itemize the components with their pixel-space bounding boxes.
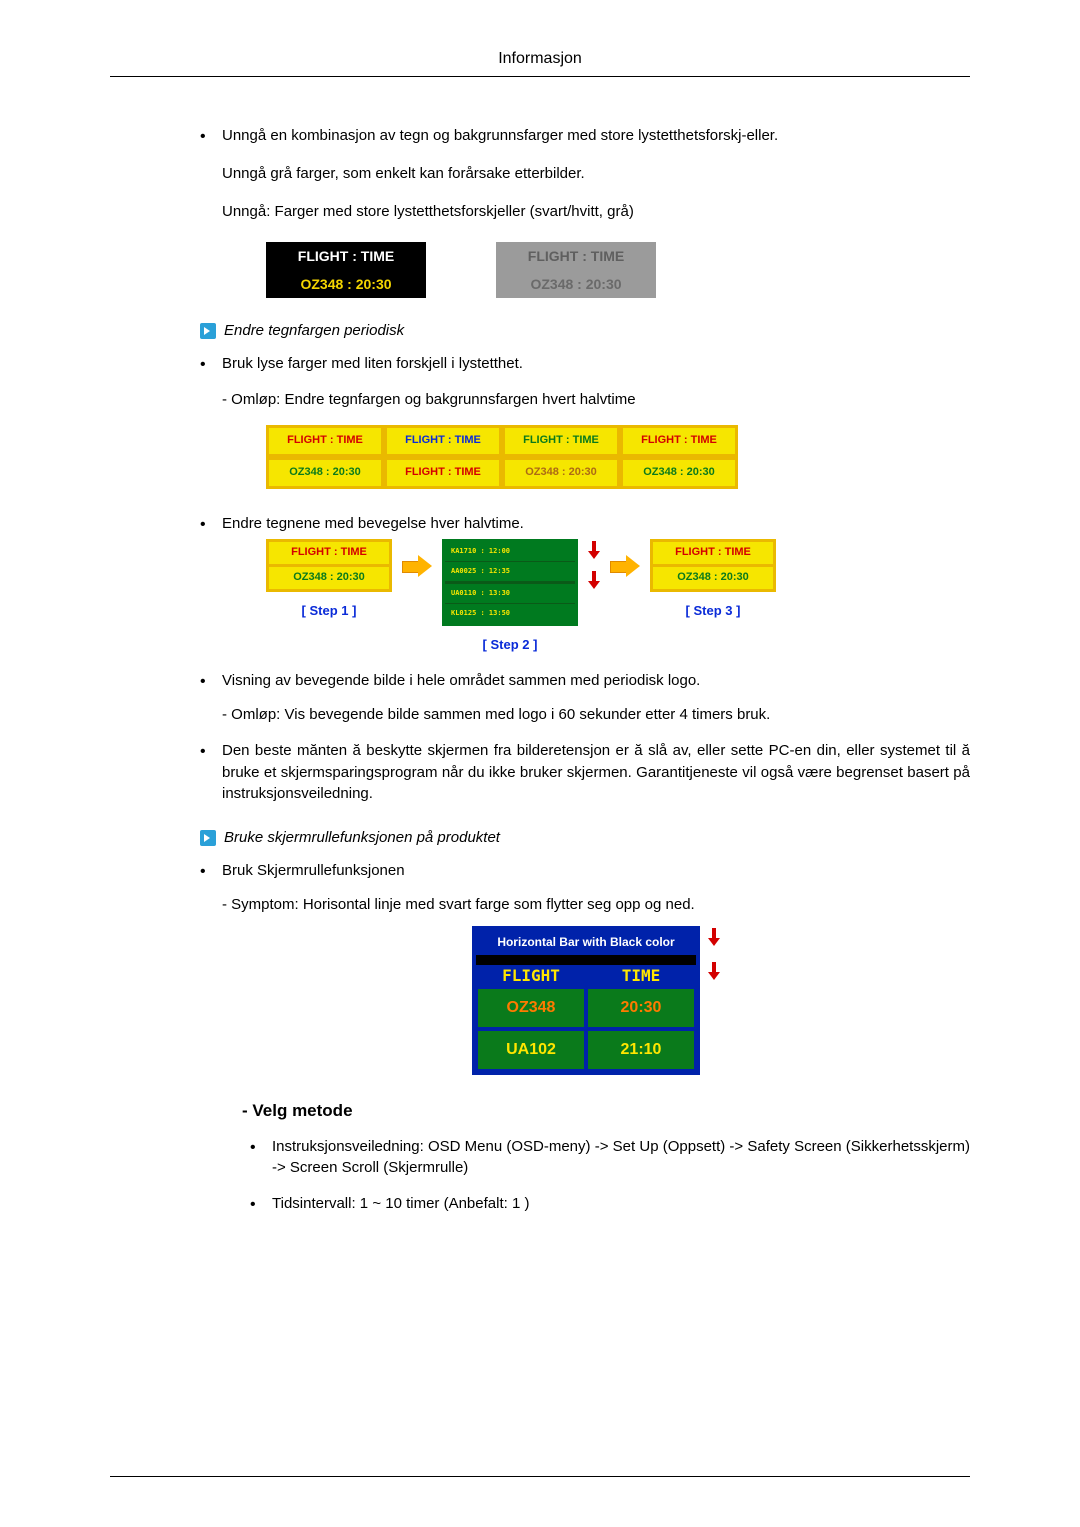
bullet-sub: Unngå grå farger, som enkelt kan forårsa… — [222, 163, 970, 185]
black-bar — [476, 955, 696, 965]
step-cell: FLIGHT : TIME — [653, 542, 773, 564]
figure-color-cycle: FLIGHT : TIMEOZ348 : 20:30FLIGHT : TIMEF… — [266, 425, 970, 489]
step-box: FLIGHT : TIME OZ348 : 20:30 — [650, 539, 776, 592]
bullet-text: Tidsintervall: 1 ~ 10 timer (Anbefalt: 1… — [272, 1195, 529, 1212]
figure-box-grey: FLIGHT : TIME OZ348 : 20:30 — [496, 242, 656, 298]
figure-cell: OZ348 : 20:30 — [266, 457, 384, 489]
sub-bullet-item: Instruksjonsveiledning: OSD Menu (OSD-me… — [240, 1136, 970, 1180]
bullet-text: Den beste mănten ă beskytte skjermen fra… — [222, 742, 970, 803]
bullet-item: Den beste mănten ă beskytte skjermen fra… — [190, 740, 970, 805]
figure-movement-steps: FLIGHT : TIME OZ348 : 20:30 [ Step 1 ] — [266, 539, 970, 655]
down-arrows — [588, 541, 600, 591]
step-label: [ Step 3 ] — [686, 602, 741, 621]
figure-horizontal-bar: Horizontal Bar with Black color FLIGHT T… — [222, 926, 970, 1075]
figure-cell: FLIGHT : TIME — [502, 425, 620, 457]
arrow-right-icon — [200, 830, 216, 846]
figure-column: FLIGHT : TIMEFLIGHT : TIME — [384, 425, 502, 489]
bullet-sub: - Symptom: Horisontal linje med svart fa… — [222, 894, 970, 916]
step-cell: OZ348 : 20:30 — [269, 567, 389, 589]
step-label: [ Step 2 ] — [483, 636, 538, 655]
table-header: FLIGHT — [476, 965, 586, 987]
footer-rule — [110, 1476, 970, 1477]
step-row: KL0125 : 13:50 — [445, 603, 575, 623]
table-cell: OZ348 — [476, 987, 586, 1029]
step-cell: OZ348 : 20:30 — [653, 567, 773, 589]
bullet-text: Bruk lyse farger med liten forskjell i l… — [222, 355, 523, 372]
figure-column: FLIGHT : TIMEOZ348 : 20:30 — [502, 425, 620, 489]
figure-step: FLIGHT : TIME OZ348 : 20:30 [ Step 3 ] — [650, 539, 776, 621]
step-row: UA0110 : 13:30 — [445, 584, 575, 603]
step-row-text: UA0110 : 13:30 — [451, 588, 510, 598]
figure-step: FLIGHT : TIME OZ348 : 20:30 [ Step 1 ] — [266, 539, 392, 621]
bullet-item: Bruk Skjermrullefunksjonen - Symptom: Ho… — [190, 860, 970, 1215]
figure-cell: OZ348 : 20:30 — [620, 457, 738, 489]
figure-box-dark: FLIGHT : TIME OZ348 : 20:30 — [266, 242, 426, 298]
arrow-right-icon — [610, 553, 640, 579]
step-label: [ Step 1 ] — [302, 602, 357, 621]
bullet-text: Instruksjonsveiledning: OSD Menu (OSD-me… — [272, 1138, 970, 1177]
bullet-text: Endre tegnene med bevegelse hver halvtim… — [222, 515, 524, 532]
bullet-item: Visning av bevegende bilde i hele område… — [190, 670, 970, 726]
arrow-down-icon — [588, 571, 600, 591]
section-heading-text: Endre tegnfargen periodisk — [224, 322, 404, 339]
step-cell: FLIGHT : TIME — [269, 542, 389, 564]
figure-row: FLIGHT : TIME — [496, 242, 656, 270]
figure-column: FLIGHT : TIMEOZ348 : 20:30 — [266, 425, 384, 489]
page-header-title: Informasjon — [110, 50, 970, 68]
step-row-text: KL0125 : 13:50 — [451, 608, 510, 618]
figure-cell: FLIGHT : TIME — [620, 425, 738, 457]
bullet-text: Visning av bevegende bilde i hele område… — [222, 672, 700, 689]
step-row: AA0025 : 12:35 — [445, 561, 575, 581]
figure-cell: FLIGHT : TIME — [266, 425, 384, 457]
arrow-down-icon — [708, 928, 720, 948]
section-heading: Endre tegnfargen periodisk — [200, 322, 970, 339]
figure-cell: OZ348 : 20:30 — [502, 457, 620, 489]
body-content: Unngå en kombinasjon av tegn og bakgrunn… — [190, 77, 970, 1215]
arrow-down-icon — [708, 962, 720, 982]
bullet-sub: - Omløp: Vis bevegende bilde sammen med … — [222, 704, 970, 726]
figure-cell: FLIGHT : TIME — [384, 457, 502, 489]
page: Informasjon Unngå en kombinasjon av tegn… — [0, 0, 1080, 1527]
table-header: TIME — [586, 965, 696, 987]
bullet-item: Endre tegnene med bevegelse hver halvtim… — [190, 513, 970, 655]
figure-cell: FLIGHT : TIME — [384, 425, 502, 457]
bullet-sub: - Omløp: Endre tegnfargen og bakgrunnsfa… — [222, 389, 970, 411]
table-cell: UA102 — [476, 1029, 586, 1071]
step-row-text: KA1710 : 12:00 — [451, 546, 510, 556]
bullet-sub: Unngå: Farger med store lystetthetsforsk… — [222, 201, 970, 223]
figure-row: OZ348 : 20:30 — [496, 270, 656, 298]
arrow-right-icon — [402, 553, 432, 579]
sub-bullet-item: Tidsintervall: 1 ~ 10 timer (Anbefalt: 1… — [240, 1193, 970, 1215]
step-row: KA1710 : 12:00 — [445, 542, 575, 561]
section-heading: Bruke skjermrullefunksjonen på produktet — [200, 829, 970, 846]
figure-caption: Horizontal Bar with Black color — [476, 930, 696, 955]
table-cell: 21:10 — [586, 1029, 696, 1071]
figure-row: FLIGHT : TIME — [266, 242, 426, 270]
arrow-down-icon — [588, 541, 600, 561]
figure-column: FLIGHT : TIMEOZ348 : 20:30 — [620, 425, 738, 489]
figure-row: OZ348 : 20:30 — [266, 270, 426, 298]
bullet-item: Unngå en kombinasjon av tegn og bakgrunn… — [190, 125, 970, 298]
bullet-text: Unngå en kombinasjon av tegn og bakgrunn… — [222, 127, 778, 144]
section-heading-text: Bruke skjermrullefunksjonen på produktet — [224, 829, 500, 846]
step-box: FLIGHT : TIME OZ348 : 20:30 — [266, 539, 392, 592]
figure-table: Horizontal Bar with Black color FLIGHT T… — [472, 926, 700, 1075]
step-box: KA1710 : 12:00 AA0025 : 12:35 UA0110 : 1… — [442, 539, 578, 626]
down-arrows — [708, 928, 720, 982]
arrow-right-icon — [200, 323, 216, 339]
figure-contrast-example: FLIGHT : TIME OZ348 : 20:30 FLIGHT : TIM… — [266, 242, 970, 298]
step-row-text: AA0025 : 12:35 — [451, 566, 510, 576]
bullet-text: Bruk Skjermrullefunksjonen — [222, 862, 405, 879]
figure-step: KA1710 : 12:00 AA0025 : 12:35 UA0110 : 1… — [442, 539, 578, 655]
bullet-item: Bruk lyse farger med liten forskjell i l… — [190, 353, 970, 489]
table-cell: 20:30 — [586, 987, 696, 1029]
method-heading: - Velg metode — [242, 1099, 970, 1124]
